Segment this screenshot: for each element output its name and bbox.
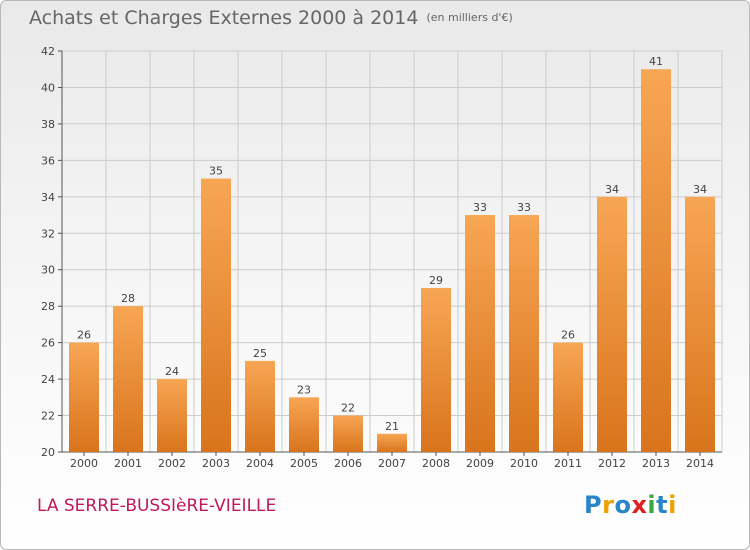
- logo-letter: x: [631, 491, 648, 519]
- y-tick-label: 30: [41, 264, 55, 277]
- data-label: 29: [429, 274, 443, 287]
- y-tick-label: 28: [41, 300, 55, 313]
- logo-letter: P: [584, 491, 603, 519]
- chart-subtitle: (en milliers d'€): [426, 11, 513, 24]
- bar-2000: [69, 342, 99, 452]
- x-tick-label: 2009: [466, 457, 494, 470]
- bar-2004: [245, 360, 275, 452]
- y-tick-label: 42: [41, 45, 55, 58]
- logo-letter: r: [602, 491, 615, 519]
- data-label: 25: [253, 347, 267, 360]
- data-label: 26: [77, 329, 91, 342]
- data-label: 28: [121, 292, 135, 305]
- data-label: 33: [517, 201, 531, 214]
- data-label: 23: [297, 383, 311, 396]
- y-tick-label: 34: [41, 191, 55, 204]
- data-label: 24: [165, 365, 179, 378]
- x-tick-label: 2002: [158, 457, 186, 470]
- bar-2009: [465, 215, 495, 452]
- bar-2007: [377, 433, 407, 452]
- x-tick-label: 2001: [114, 457, 142, 470]
- x-tick-label: 2005: [290, 457, 318, 470]
- bar-2002: [157, 379, 187, 452]
- x-tick-label: 2011: [554, 457, 582, 470]
- x-tick-label: 2007: [378, 457, 406, 470]
- x-tick-label: 2006: [334, 457, 362, 470]
- bar-2014: [685, 196, 715, 452]
- bar-2006: [333, 415, 363, 452]
- y-tick-label: 22: [41, 410, 55, 423]
- logo-letter: t: [656, 491, 669, 519]
- x-tick-label: 2000: [70, 457, 98, 470]
- x-tick-label: 2004: [246, 457, 274, 470]
- logo-letter: o: [614, 491, 632, 519]
- bar-2013: [641, 69, 671, 453]
- data-label: 26: [561, 329, 575, 342]
- data-label: 35: [209, 165, 223, 178]
- bar-2003: [201, 178, 231, 452]
- data-label: 34: [605, 183, 619, 196]
- bar-2008: [421, 287, 451, 452]
- x-tick-label: 2010: [510, 457, 538, 470]
- x-tick-label: 2013: [642, 457, 670, 470]
- y-tick-label: 36: [41, 154, 55, 167]
- bar-2001: [113, 306, 143, 452]
- bars: [69, 69, 715, 453]
- bar-2011: [553, 342, 583, 452]
- logo-letter: i: [647, 491, 657, 519]
- y-tick-label: 26: [41, 337, 55, 350]
- chart-title: Achats et Charges Externes 2000 à 2014 (e…: [29, 7, 513, 29]
- data-label: 22: [341, 402, 355, 415]
- bar-2010: [509, 215, 539, 452]
- place-name: LA SERRE-BUSSIèRE-VIEILLE: [37, 496, 277, 516]
- x-tick-label: 2012: [598, 457, 626, 470]
- x-tick-label: 2008: [422, 457, 450, 470]
- logo-letter: i: [668, 491, 677, 519]
- chart-title-text: Achats et Charges Externes 2000 à 2014: [29, 7, 419, 29]
- y-tick-label: 32: [41, 227, 55, 240]
- y-tick-label: 40: [41, 81, 55, 94]
- data-label: 41: [649, 55, 663, 68]
- bar-2012: [597, 196, 627, 452]
- x-tick-label: 2003: [202, 457, 230, 470]
- bar-2005: [289, 397, 319, 452]
- y-tick-label: 24: [41, 373, 55, 386]
- y-tick-label: 20: [41, 446, 55, 459]
- y-tick-label: 38: [41, 118, 55, 131]
- data-label: 34: [693, 183, 707, 196]
- data-labels: 26 28 24 35 25 23 22 21 29 33 33 26 34 41 34: [77, 55, 707, 433]
- x-tick-label: 2014: [686, 457, 714, 470]
- data-label: 33: [473, 201, 487, 214]
- data-label: 21: [385, 420, 399, 433]
- proxiti-logo: Proxiti: [584, 491, 677, 519]
